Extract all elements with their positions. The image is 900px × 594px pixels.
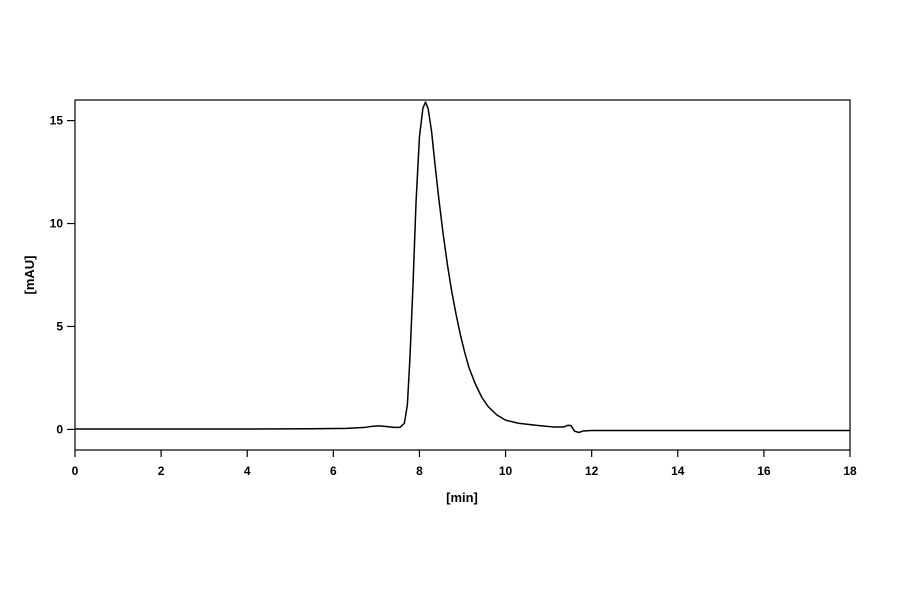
- y-tick-label: 0: [56, 422, 63, 436]
- x-tick-label: 10: [499, 464, 513, 478]
- x-tick-label: 12: [585, 464, 599, 478]
- y-axis: 0 5 10 15: [50, 114, 75, 436]
- y-tick-label: 15: [50, 114, 64, 128]
- x-axis-label: [min]: [446, 490, 478, 505]
- x-axis: 0 2 4 6 8 10 12 14 16 18: [72, 450, 857, 478]
- series-layer: [75, 101, 850, 434]
- plot-frame: [74, 99, 851, 451]
- x-tick-label: 8: [416, 464, 423, 478]
- x-tick-label: 0: [72, 464, 79, 478]
- x-tick-label: 14: [671, 464, 685, 478]
- x-tick-label: 16: [757, 464, 771, 478]
- y-axis-label: [mAU]: [22, 256, 37, 295]
- x-tick-label: 2: [158, 464, 165, 478]
- x-tick-label: 4: [244, 464, 251, 478]
- y-tick-label: 10: [50, 217, 64, 231]
- y-tick-label: 5: [56, 319, 63, 333]
- x-tick-label: 18: [843, 464, 857, 478]
- chromatogram-trace: [75, 101, 850, 434]
- x-tick-label: 6: [330, 464, 337, 478]
